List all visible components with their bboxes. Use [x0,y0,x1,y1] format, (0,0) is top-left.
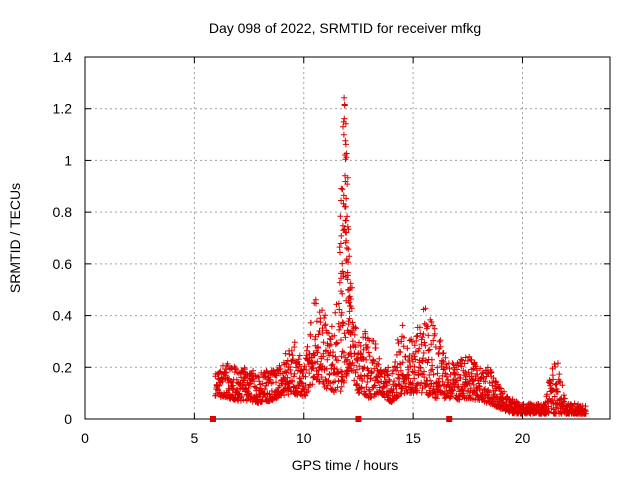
x-tick-label: 10 [296,430,312,446]
chart-title: Day 098 of 2022, SRMTID for receiver mfk… [209,20,481,36]
x-axis-label: GPS time / hours [292,457,399,473]
y-tick-label: 1.2 [53,101,73,117]
y-tick-label: 1.4 [53,49,73,65]
x-tick-label: 5 [190,430,198,446]
x-axis-markers [209,416,453,422]
x-tick-label: 15 [405,430,421,446]
y-tick-label: 1 [64,152,72,168]
x-axis-marker [355,416,362,422]
plot-frame [84,56,611,420]
y-tick-label: 0.6 [53,256,73,272]
x-axis-marker [209,416,216,422]
y-tick-label: 0.8 [53,204,73,220]
data-points [212,94,589,417]
y-tick-label: 0 [64,411,72,427]
data-point-markers [212,94,589,417]
x-tick-label: 0 [81,430,89,446]
axis-ticks: 0 0.2 0.4 0.6 0.8 1 1.2 1.4 0 5 10 15 20 [53,49,610,446]
y-axis-label: SRMTID / TECUs [7,183,23,293]
y-tick-label: 0.4 [53,308,73,324]
x-tick-label: 20 [515,430,531,446]
x-axis-marker [446,416,453,422]
y-tick-label: 0.2 [53,359,73,375]
